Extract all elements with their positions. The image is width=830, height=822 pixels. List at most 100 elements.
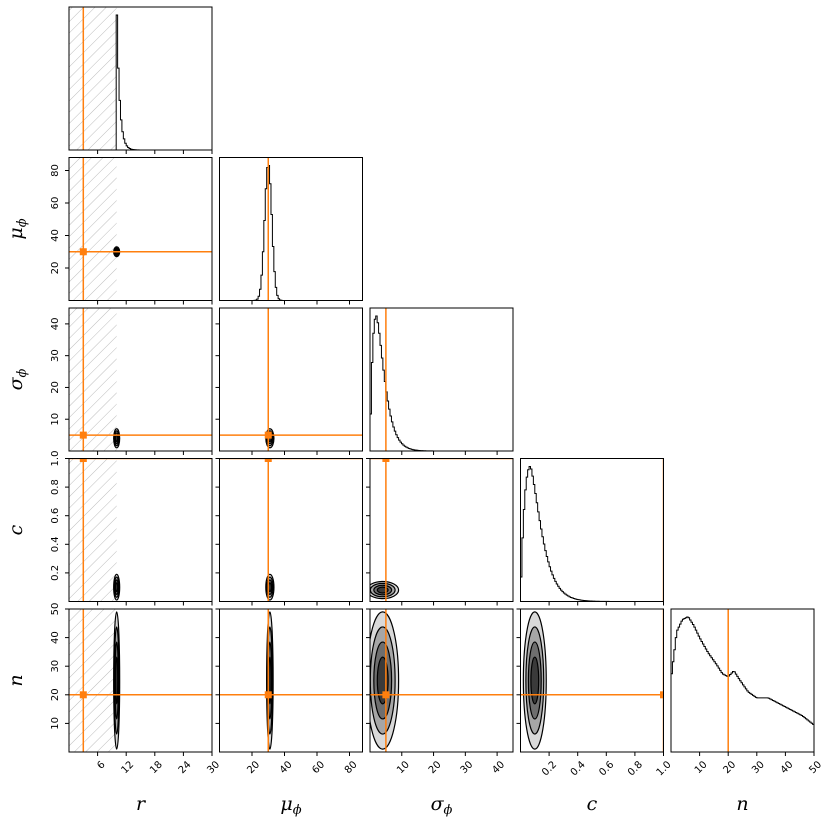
y-tick-label: 0.2 (50, 565, 61, 581)
truth-marker (660, 691, 664, 699)
x-tick-label: 40 (779, 759, 796, 776)
contour-mu_phi-n (219, 609, 363, 752)
y-tick-label: 30 (50, 660, 61, 673)
x-tick-label: 12 (119, 759, 136, 776)
panel-mu_phi-sigma_phi-frame (219, 307, 363, 452)
panel-n-frame (670, 608, 815, 753)
y-axis-label-mu_phi: μϕ (5, 218, 30, 239)
y-tick-label: 0.4 (50, 536, 61, 552)
truth-marker (79, 458, 87, 462)
panel-c-n-frame (520, 608, 664, 753)
marginal-c (520, 458, 664, 602)
x-tick-label: 0.4 (569, 759, 588, 778)
x-tick-label: 18 (148, 759, 165, 776)
marginal-step-mu_phi (219, 165, 363, 301)
marginal-step-sigma_phi (370, 315, 513, 451)
x-axis-label-c: c (587, 793, 598, 815)
y-tick-label: 60 (50, 197, 61, 210)
x-tick-label: 0.2 (540, 759, 559, 778)
truth-marker (382, 691, 390, 699)
x-axis-label-mu_phi: μϕ (280, 793, 301, 818)
marginal-r (69, 7, 212, 150)
x-tick-label: 80 (343, 759, 360, 776)
excluded-region-hatch (69, 308, 117, 451)
y-tick-label: 0.8 (50, 479, 61, 495)
truth-marker (264, 691, 272, 699)
y-tick-label: 20 (50, 688, 61, 701)
panel-r-frame (68, 6, 213, 151)
y-axis-label-n: n (5, 674, 27, 686)
panel-r-mu_phi-frame (68, 157, 213, 301)
x-tick-label: 30 (459, 759, 476, 776)
panel-r-c-frame (68, 458, 213, 602)
x-axis-label-r: r (136, 793, 147, 815)
marginal-mu_phi (219, 157, 363, 301)
contour-level (115, 582, 119, 593)
y-axis-label-c: c (5, 524, 27, 535)
panel-r-sigma_phi-frame (68, 307, 213, 452)
x-tick-label: 20 (427, 759, 444, 776)
x-tick-label: 30 (750, 759, 767, 776)
truth-marker (264, 458, 272, 462)
panel-sigma_phi-c-frame (369, 458, 514, 602)
x-tick-label: 24 (177, 759, 194, 776)
y-tick-label: 0.6 (50, 508, 61, 524)
x-tick-label: 10 (693, 759, 710, 776)
excluded-region-hatch (69, 609, 117, 752)
panel-r-n-frame (68, 608, 213, 753)
y-tick-label: 40 (50, 631, 61, 644)
x-tick-label: 40 (278, 759, 295, 776)
contour-mu_phi-c (219, 458, 363, 602)
x-tick-label: 6 (95, 759, 107, 771)
x-tick-label: 20 (245, 759, 262, 776)
truth-marker (264, 431, 272, 439)
panel-mu_phi-n-frame (219, 608, 363, 753)
x-axis-label-n: n (736, 793, 748, 815)
contour-level (115, 656, 119, 705)
truth-marker (79, 248, 87, 256)
marginal-step-n (671, 616, 814, 725)
excluded-region-hatch (69, 458, 117, 602)
x-tick-label: 0.6 (597, 759, 616, 778)
contour-r-c (69, 458, 212, 602)
y-axis-label-sigma_phi: σϕ (5, 368, 30, 390)
x-tick-label: 20 (721, 759, 738, 776)
contour-r-sigma_phi (69, 308, 212, 451)
excluded-region-hatch (69, 7, 117, 150)
x-tick-label: 50 (807, 759, 824, 776)
contour-sigma_phi-n (370, 609, 513, 752)
x-axis-label-sigma_phi: σϕ (431, 793, 453, 818)
panel-sigma_phi-n-frame (369, 608, 514, 753)
contour-r-n (69, 609, 212, 752)
contour-c-n (520, 609, 664, 752)
contour-level (115, 434, 119, 443)
y-tick-label: 10 (50, 413, 61, 426)
panel-c-frame (520, 458, 664, 602)
x-tick-label: 60 (310, 759, 327, 776)
contour-sigma_phi-c (370, 458, 513, 602)
marginal-sigma_phi (370, 308, 513, 451)
x-tick-label: 0.8 (626, 759, 645, 778)
y-tick-label: 1.0 (50, 451, 61, 467)
marginal-n (671, 609, 814, 752)
marginal-step-c (520, 466, 664, 602)
y-tick-label: 50 (50, 603, 61, 616)
panel-mu_phi-c-frame (219, 458, 363, 602)
y-tick-label: 40 (50, 318, 61, 331)
truth-marker (79, 691, 87, 699)
contour-mu_phi-sigma_phi (219, 308, 363, 451)
x-tick-label: 40 (490, 759, 507, 776)
y-tick-label: 40 (50, 229, 61, 242)
truth-marker (79, 431, 87, 439)
contour-level (530, 656, 540, 705)
panel-mu_phi-frame (219, 157, 363, 301)
x-tick-label: 10 (395, 759, 412, 776)
x-tick-label: 30 (205, 759, 222, 776)
contour-r-mu_phi (69, 157, 212, 301)
y-tick-label: 20 (50, 381, 61, 394)
y-tick-label: 20 (50, 262, 61, 275)
truth-marker (382, 458, 390, 462)
y-tick-label: 30 (50, 349, 61, 362)
panel-sigma_phi-frame (369, 307, 514, 452)
